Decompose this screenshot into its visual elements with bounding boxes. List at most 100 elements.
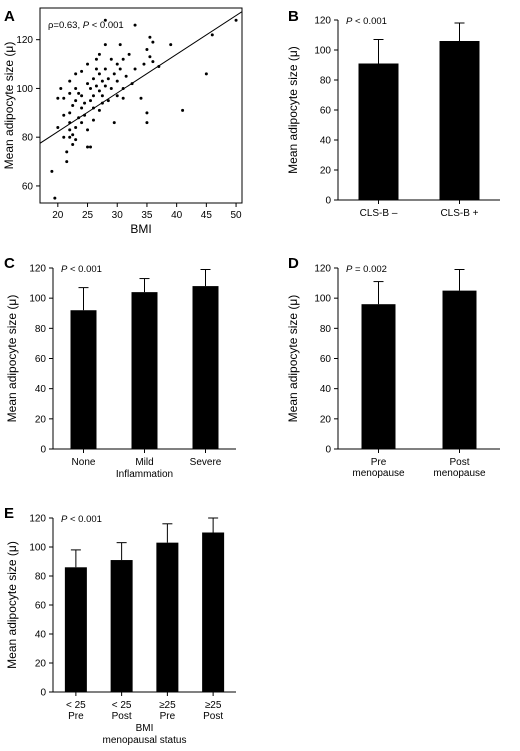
panel-c-y-tick-label: 100: [29, 294, 46, 305]
panel-a-data-point: [139, 96, 143, 100]
panel-a-data-point: [234, 18, 238, 22]
panel-a-data-point: [86, 145, 90, 149]
panel-a-data-point: [68, 135, 72, 139]
panel-d-stat-annotation: P = 0.002: [346, 264, 387, 275]
panel-d-bar: [442, 290, 477, 449]
panel-a-data-point: [112, 121, 116, 125]
panel-a-letter: A: [4, 8, 15, 25]
panel-c-y-tick-label: 40: [35, 384, 47, 395]
panel-a-data-point: [106, 99, 110, 103]
panel-a-data-point: [68, 121, 72, 125]
panel-a-data-point: [100, 94, 104, 98]
panel-a-data-point: [181, 108, 185, 112]
panel-a-data-point: [133, 67, 137, 71]
panel-a-data-point: [65, 150, 69, 154]
panel-a-data-point: [115, 62, 119, 66]
panel-a-data-point: [121, 96, 125, 100]
panel-d-bar: [361, 304, 396, 449]
panel-c-category-label: Severe: [190, 457, 222, 468]
panel-a-data-point: [210, 33, 214, 37]
panel-a-data-point: [74, 99, 78, 103]
panel-a-data-point: [151, 60, 155, 64]
panel-a-data-point: [53, 196, 57, 200]
panel-a-data-point: [97, 72, 101, 76]
panel-e-letter: E: [4, 505, 14, 522]
panel-b-bar: [358, 63, 399, 200]
panel-a-data-point: [97, 108, 101, 112]
panel-a-data-point: [68, 91, 72, 95]
panel-a-data-point: [59, 86, 63, 90]
panel-e-bar: [202, 532, 225, 692]
panel-a-data-point: [68, 111, 72, 115]
panel-a-data-point: [118, 67, 122, 71]
panel-a-data-point: [94, 57, 98, 61]
panel-a-data-point: [112, 72, 116, 76]
panel-b-category-label: CLS-B –: [360, 208, 398, 219]
panel-a-plot-frame: [39, 7, 243, 204]
panel-d-y-tick-label: 100: [314, 294, 331, 305]
panel-d-category-label: menopause: [352, 468, 405, 479]
panel-e-category-label: Post: [203, 711, 223, 722]
panel-a-x-tick-label: 25: [82, 210, 94, 221]
panel-e-y-tick-label: 40: [35, 630, 47, 641]
panel-d-y-tick-label: 20: [320, 414, 332, 425]
panel-a-data-point: [169, 43, 173, 47]
panel-a-data-point: [142, 62, 146, 66]
panel-c-stat-annotation: P < 0.001: [61, 264, 102, 275]
panel-a-data-point: [74, 138, 78, 142]
panel-a-data-point: [80, 94, 84, 98]
panel-e-y-tick-label: 120: [29, 514, 46, 525]
panel-a-data-point: [148, 55, 152, 59]
panel-e-y-tick-label: 0: [40, 688, 46, 699]
panel-e-stat-annotation-p-symbol: P: [61, 514, 68, 525]
panel-b-y-tick-label: 0: [325, 196, 331, 207]
panel-e-category-label: Pre: [68, 711, 84, 722]
panel-b-y-tick-label: 40: [320, 136, 332, 147]
panel-a-data-point: [103, 18, 107, 22]
panel-a-data-point: [148, 35, 152, 39]
panel-b-category-label: CLS-B +: [440, 208, 478, 219]
panel-d-stat-annotation-p-symbol: P: [346, 264, 353, 275]
panel-d-y-tick-label: 120: [314, 264, 331, 275]
panel-c-bar: [70, 310, 97, 449]
panel-a-y-tick-label: 80: [22, 133, 34, 144]
panel-b-y-tick-label: 120: [314, 16, 331, 27]
panel-a-data-point: [145, 121, 149, 125]
panel-e-stat-annotation-value: < 0.001: [67, 514, 102, 525]
panel-b-y-tick-label: 20: [320, 166, 332, 177]
panel-e-category-label: < 25: [66, 700, 86, 711]
panel-a-data-point: [94, 67, 98, 71]
panel-c-bar: [192, 286, 219, 449]
panel-a-data-point: [89, 86, 92, 90]
panel-a-data-point: [91, 118, 95, 122]
panel-a-data-point: [71, 143, 75, 146]
panel-a-data-point: [94, 84, 98, 88]
panel-b-y-tick-label: 80: [320, 76, 332, 87]
panel-d-category-label: Pre: [371, 457, 387, 468]
panel-a-data-point: [80, 69, 84, 73]
panel-a-data-point: [65, 160, 69, 164]
panel-a-data-point: [62, 113, 66, 117]
panel-b-stat-annotation: P < 0.001: [346, 16, 387, 27]
panel-b-stat-annotation-p-symbol: P: [346, 16, 353, 27]
panel-a-stat-annotation-prefix: ρ=0.63,: [48, 20, 83, 31]
panel-e-category-label: ≥25: [205, 700, 222, 711]
panel-a-stat-annotation-value: < 0.001: [89, 20, 124, 31]
panel-a-data-point: [130, 82, 134, 86]
panel-a-data-point: [71, 133, 75, 137]
panel-d-y-tick-label: 40: [320, 384, 332, 395]
panel-a-data-point: [56, 96, 60, 100]
panel-a-data-point: [100, 101, 104, 105]
panel-a-data-point: [109, 86, 113, 90]
panel-a-data-point: [109, 57, 113, 61]
panel-a-data-point: [83, 113, 87, 117]
panel-a-data-point: [86, 82, 90, 86]
panel-a-data-point: [103, 84, 107, 88]
panel-c-bar: [131, 292, 158, 449]
panel-a-data-point: [97, 52, 101, 56]
panel-a-data-point: [157, 65, 161, 68]
panel-b-y-axis-label: Mean adipocyte size (μ): [286, 46, 300, 174]
panel-c-y-tick-label: 20: [35, 414, 47, 425]
panel-a-data-point: [74, 125, 78, 129]
